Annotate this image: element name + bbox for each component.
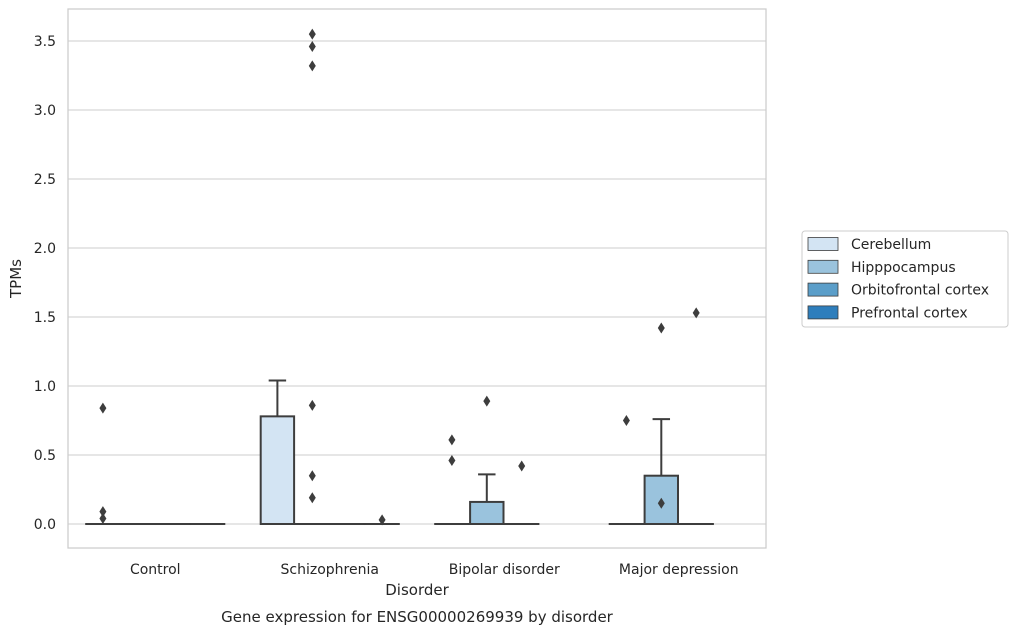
outlier-point xyxy=(622,415,630,426)
box-body xyxy=(469,500,505,526)
outlier-point xyxy=(308,470,316,482)
box-group xyxy=(259,379,296,525)
outlier-point xyxy=(518,460,526,472)
x-tick-label: Schizophrenia xyxy=(281,562,379,578)
y-tick-label: 0.5 xyxy=(34,448,56,464)
legend-swatch xyxy=(807,259,839,274)
legend-swatch xyxy=(807,305,839,320)
legend: Cerebellum Hipppocampus Orbitofrontal cort… xyxy=(801,230,1009,328)
legend-frame xyxy=(801,230,1009,328)
outlier-point xyxy=(308,41,316,53)
outlier-point xyxy=(448,455,456,467)
outlier-point xyxy=(308,28,316,40)
outlier-point xyxy=(99,506,107,518)
legend-swatch xyxy=(807,237,839,251)
box-group xyxy=(678,307,714,526)
box-group xyxy=(294,28,331,526)
y-tick-label: 3.5 xyxy=(34,34,56,50)
outlier-point xyxy=(448,434,456,446)
outlier-point xyxy=(308,399,316,411)
y-tick-label: 0.0 xyxy=(34,517,56,533)
box-group xyxy=(469,395,505,526)
outlier-point xyxy=(657,322,665,334)
tick-labels: 0.0 0.5 1.0 1.5 2.0 2.5 3.0 3.5 Control Schizophr… xyxy=(34,34,739,578)
x-tick-label: Major depression xyxy=(619,562,739,578)
outlier-point xyxy=(99,402,107,414)
outlier-point xyxy=(308,492,316,504)
legend-label: Orbitofrontal cortex xyxy=(851,283,989,299)
x-tick-label: Bipolar disorder xyxy=(449,562,560,578)
box-group xyxy=(504,460,540,526)
legend-label: Cerebellum xyxy=(851,237,931,253)
y-tick-label: 2.5 xyxy=(34,172,56,188)
legend-swatch xyxy=(807,282,839,297)
chart-caption: Gene expression for ENSG00000269939 by d… xyxy=(221,608,614,626)
box-group xyxy=(364,514,400,526)
outlier-point xyxy=(483,395,491,407)
outlier-point xyxy=(99,512,107,524)
y-axis-label: TPMs xyxy=(7,259,25,299)
legend-label: Hipppocampus xyxy=(851,260,956,276)
plot-area-frame xyxy=(67,8,767,549)
x-axis-label: Disorder xyxy=(385,581,449,599)
outlier-point xyxy=(378,514,386,526)
y-tick-label: 1.0 xyxy=(34,379,56,395)
box-group xyxy=(643,322,679,526)
box-group xyxy=(608,415,645,526)
outlier-point xyxy=(308,60,316,72)
box-group xyxy=(85,402,121,526)
y-tick-label: 3.0 xyxy=(34,103,56,119)
outlier-point xyxy=(692,307,700,319)
x-tick-label: Control xyxy=(130,562,181,578)
legend-label: Prefrontal cortex xyxy=(851,305,968,321)
outlier-point xyxy=(657,497,665,509)
y-tick-label: 1.5 xyxy=(34,310,56,326)
box-body xyxy=(259,415,296,525)
y-tick-label: 2.0 xyxy=(34,241,56,257)
box-group xyxy=(434,434,470,526)
boxes-layer xyxy=(85,28,714,526)
